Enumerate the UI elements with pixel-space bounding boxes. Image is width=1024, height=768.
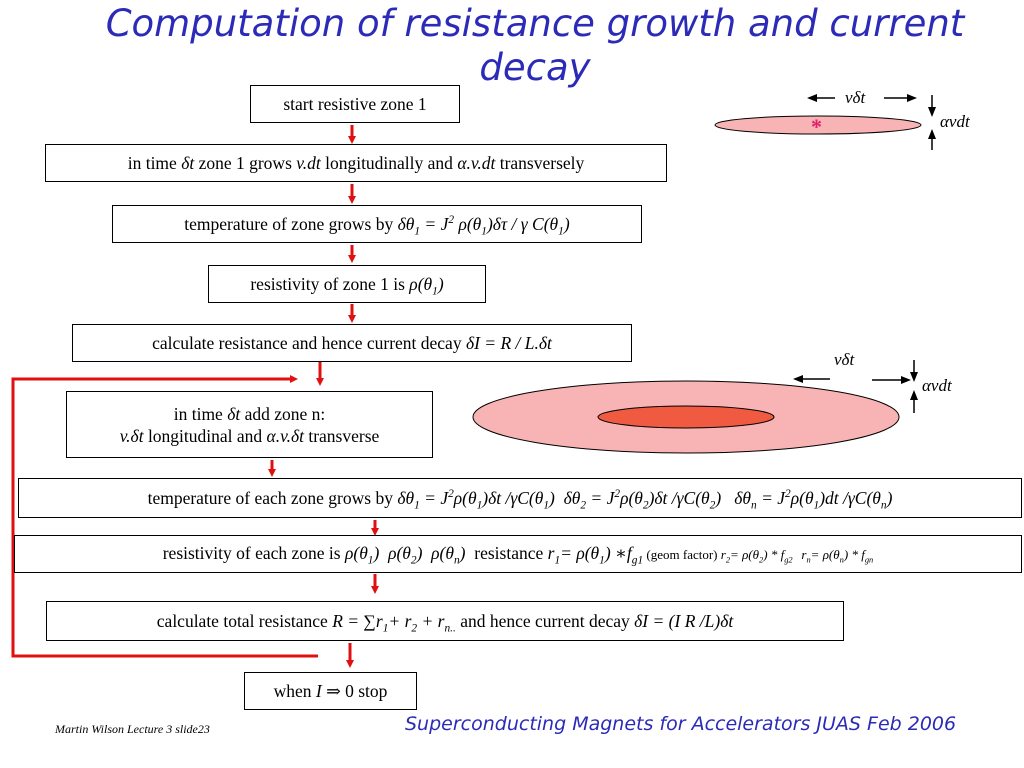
avdt-label-top: αvdt [940, 112, 970, 131]
footer-course: Superconducting Magnets for Accelerators… [405, 713, 957, 735]
zone1-ellipse [714, 115, 922, 135]
vdt-label-top: vδt [845, 88, 866, 107]
step-start-zone1: start resistive zone 1 [250, 85, 460, 123]
step-calc-resistance: calculate resistance and hence current d… [72, 324, 632, 362]
step-stop: when I ⇒ 0 stop [244, 672, 417, 710]
loop-back-arrow [11, 375, 318, 658]
vdt-label-mid: vδt [834, 350, 855, 369]
step-resistivity-zone1: resistivity of zone 1 is ρ(θ1) [208, 265, 486, 303]
step-resistivity-each-zone: resistivity of each zone is ρ(θ1) ρ(θ2) … [14, 535, 1022, 573]
step-zone1-grows: in time δt zone 1 grows v.dt longitudina… [45, 144, 667, 182]
step-temperature-each-zone: temperature of each zone grows by δθ1 = … [18, 478, 1022, 518]
slide-title: Computation of resistance growth and cur… [105, 2, 965, 89]
step-calc-total-resistance: calculate total resistance R = ∑r1+ r2 +… [46, 601, 844, 641]
zone-n-inner-ellipse [597, 405, 775, 429]
step-add-zone-n: in time δt add zone n: v.δt longitudinal… [66, 391, 433, 458]
step-temperature-zone1: temperature of zone grows by δθ1 = J2 ρ(… [112, 205, 642, 243]
footer-author: Martin Wilson Lecture 3 slide23 [55, 722, 210, 736]
start-point-star: * [811, 114, 822, 139]
avdt-label-mid: αvdt [922, 376, 952, 395]
